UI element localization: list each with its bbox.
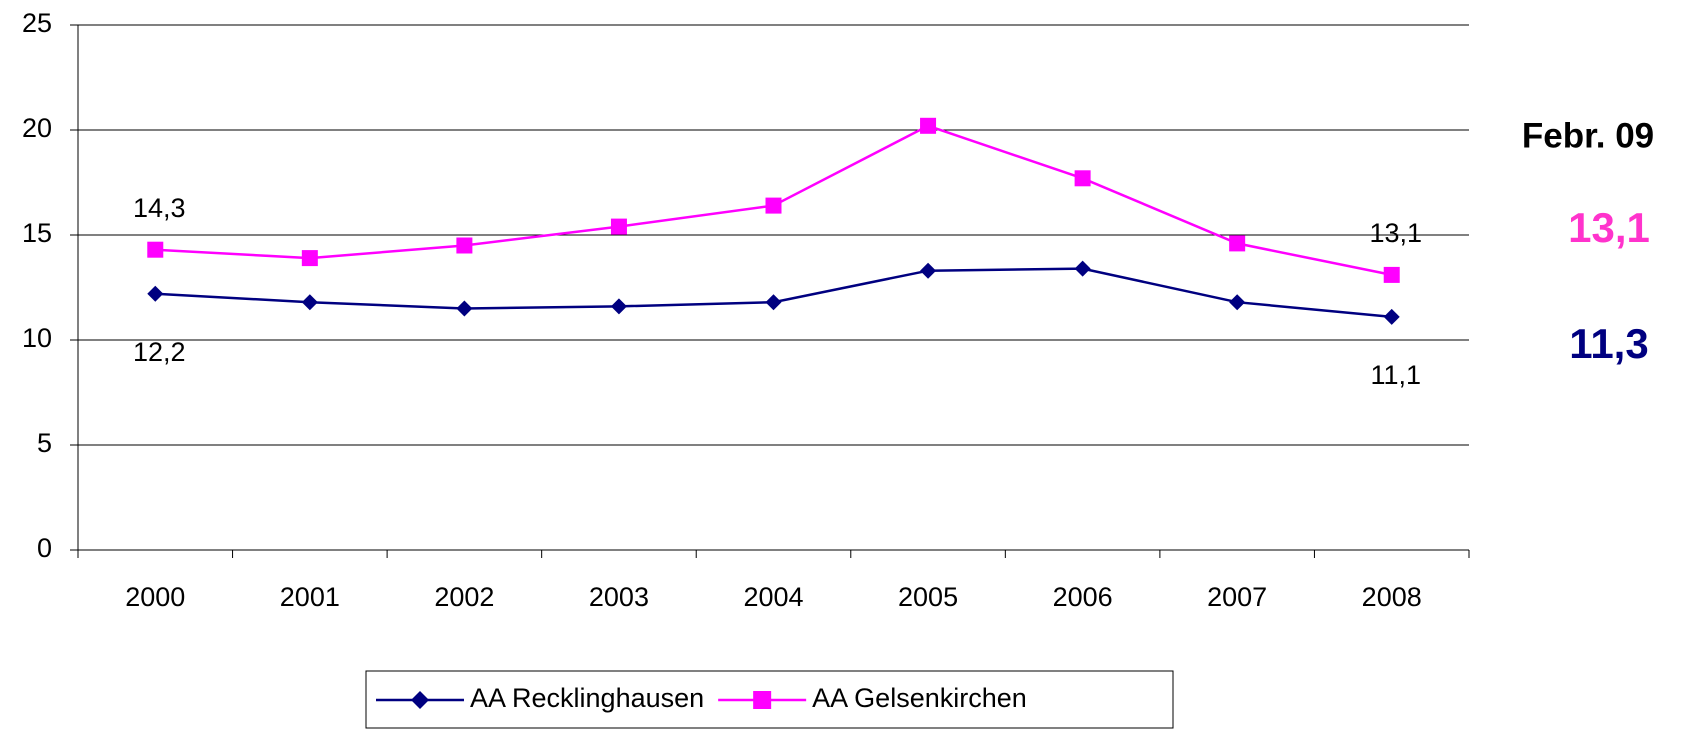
- annotation: 11,3: [1569, 320, 1648, 367]
- marker: [920, 117, 937, 134]
- y-tick-label: 10: [22, 323, 52, 353]
- x-tick-label: 2002: [434, 582, 494, 612]
- marker: [456, 300, 473, 317]
- annotation: Febr. 09: [1522, 116, 1654, 155]
- x-tick-label: 2007: [1207, 582, 1267, 612]
- marker: [301, 250, 318, 267]
- y-tick-label: 25: [22, 8, 52, 38]
- y-tick-label: 5: [37, 428, 52, 458]
- x-tick-label: 2000: [125, 582, 185, 612]
- x-tick-label: 2001: [280, 582, 340, 612]
- marker: [147, 285, 164, 302]
- y-tick-label: 20: [22, 113, 52, 143]
- marker: [1229, 294, 1246, 311]
- marker: [1229, 235, 1246, 252]
- x-tick-label: 2004: [743, 582, 803, 612]
- legend-label: AA Gelsenkirchen: [812, 683, 1027, 713]
- marker: [765, 294, 782, 311]
- marker: [1383, 266, 1400, 283]
- marker: [456, 237, 473, 254]
- legend-label: AA Recklinghausen: [470, 683, 704, 713]
- marker: [147, 241, 164, 258]
- x-tick-label: 2003: [589, 582, 649, 612]
- y-tick-label: 0: [37, 533, 52, 563]
- x-tick-label: 2006: [1053, 582, 1113, 612]
- data-label: 13,1: [1369, 218, 1422, 248]
- annotation: 13,1: [1568, 204, 1650, 251]
- data-label: 12,2: [133, 337, 186, 367]
- y-tick-label: 15: [22, 218, 52, 248]
- marker: [610, 298, 627, 315]
- marker: [765, 197, 782, 214]
- marker: [753, 691, 772, 709]
- data-label: 14,3: [133, 193, 186, 223]
- marker: [1074, 170, 1091, 187]
- x-tick-label: 2005: [898, 582, 958, 612]
- marker: [1383, 308, 1400, 325]
- data-label: 11,1: [1370, 360, 1421, 390]
- marker: [920, 262, 937, 279]
- marker: [411, 691, 429, 709]
- marker: [1074, 260, 1091, 277]
- x-tick-label: 2008: [1362, 582, 1422, 612]
- marker: [610, 218, 627, 235]
- marker: [301, 294, 318, 311]
